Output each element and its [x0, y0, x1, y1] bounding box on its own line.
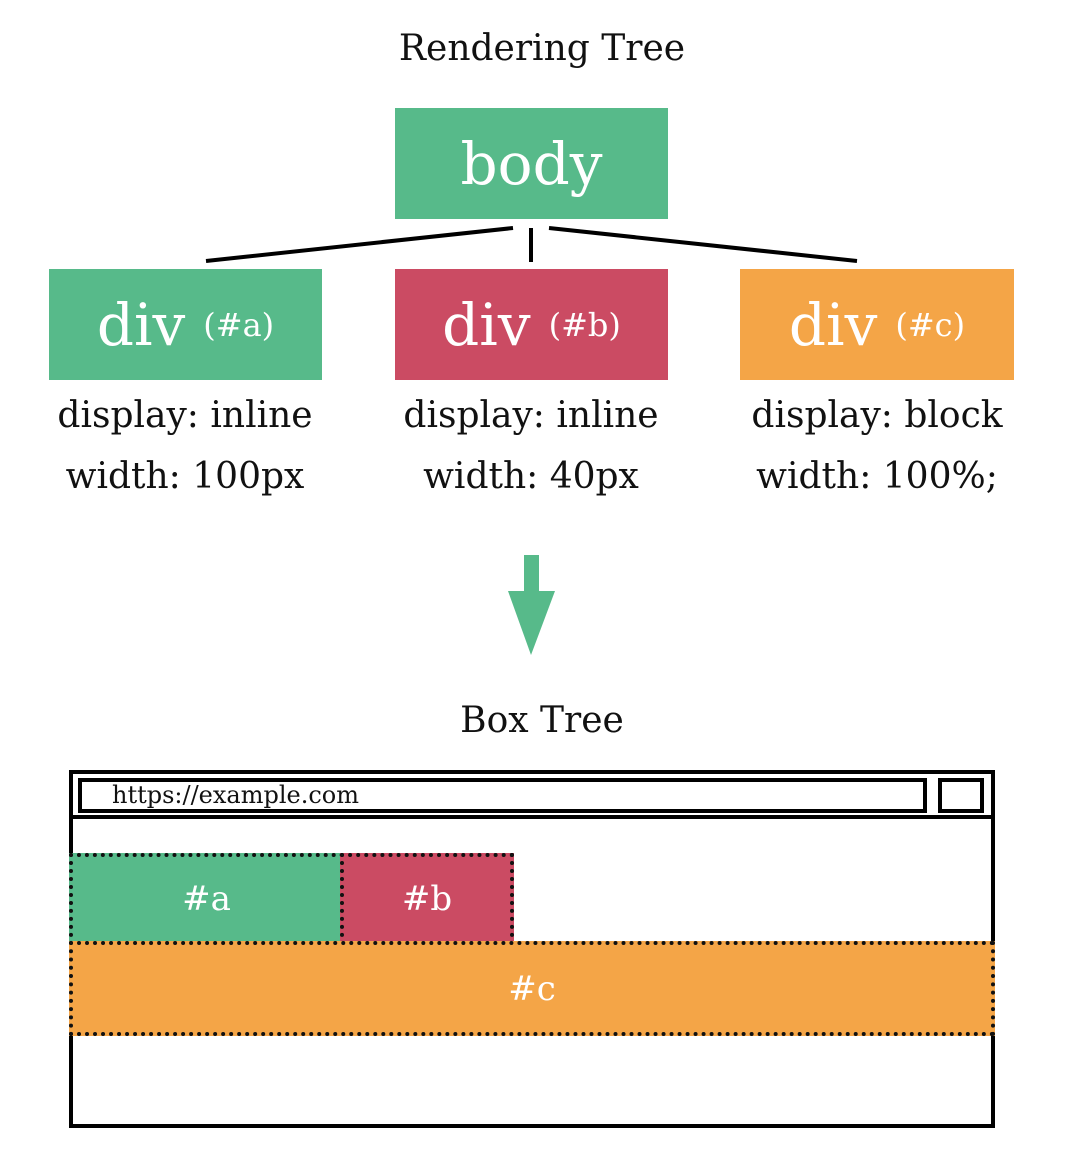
div-c-node: div (#c): [740, 269, 1014, 380]
rendering-tree-title: Rendering Tree: [398, 28, 686, 69]
div-c-display: display: block: [751, 395, 1003, 436]
div-c-width: width: 100%;: [756, 456, 998, 497]
box-a-label: #a: [182, 879, 231, 919]
div-c-id: (#c): [895, 305, 966, 344]
box-a: #a: [69, 853, 344, 945]
down-arrow-icon: [508, 555, 555, 655]
div-c-props: display: block width: 100%;: [717, 385, 1037, 507]
div-b-node: div (#b): [395, 269, 668, 380]
div-b-props: display: inline width: 40px: [371, 385, 691, 507]
div-b-label: div: [442, 290, 531, 359]
window-button[interactable]: [938, 778, 984, 813]
box-b: #b: [340, 853, 514, 945]
div-b-width: width: 40px: [423, 456, 639, 497]
browser-toolbar-divider: [69, 815, 991, 819]
body-node: body: [395, 108, 668, 219]
box-tree-title: Box Tree: [460, 700, 624, 741]
div-b-display: display: inline: [403, 395, 659, 436]
div-a-props: display: inline width: 100px: [25, 385, 345, 507]
connector-c: [548, 226, 858, 263]
box-c: #c: [69, 941, 995, 1036]
div-a-display: display: inline: [57, 395, 313, 436]
connector-a: [205, 226, 514, 263]
div-c-label: div: [788, 290, 878, 359]
url-bar[interactable]: https://example.com: [78, 778, 927, 813]
div-b-id: (#b): [548, 305, 621, 344]
box-c-label: #c: [508, 968, 556, 1009]
div-a-width: width: 100px: [65, 456, 305, 497]
div-a-label: div: [96, 290, 186, 359]
div-a-node: div (#a): [49, 269, 322, 380]
box-b-label: #b: [401, 879, 453, 919]
body-node-label: body: [460, 129, 603, 198]
div-a-id: (#a): [203, 305, 275, 344]
